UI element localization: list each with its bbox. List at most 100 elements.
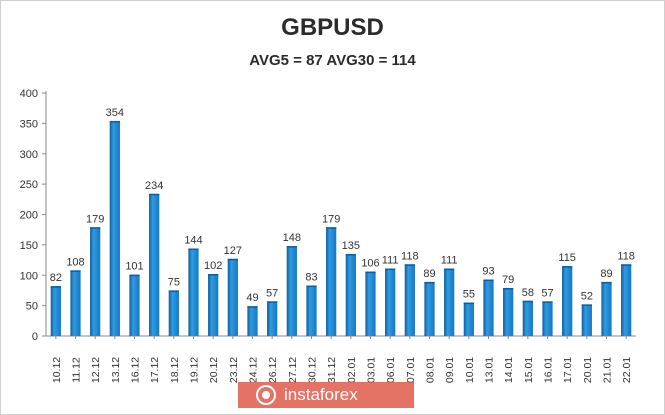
bar: [286, 246, 297, 336]
data-label: 118: [617, 250, 635, 262]
x-tick-label: 15.01: [523, 357, 535, 383]
bar: [70, 270, 81, 336]
x-tick-label: 22.01: [621, 357, 633, 383]
x-tick-label: 23.12: [228, 357, 240, 383]
bar: [424, 281, 435, 336]
chart-title: GBPUSD: [281, 14, 384, 41]
bar-top-edge: [247, 306, 258, 308]
chart-subtitle: AVG5 = 87 AVG30 = 114: [249, 52, 416, 69]
x-tick-label: 31.12: [326, 357, 338, 383]
bar: [208, 274, 219, 336]
bar: [562, 266, 573, 336]
bar-top-edge: [542, 301, 553, 303]
bar: [621, 264, 632, 336]
bar-top-edge: [129, 274, 140, 277]
data-label: 234: [145, 180, 163, 192]
bar: [503, 288, 514, 336]
x-tick-label: 02.01: [346, 357, 358, 383]
y-tick-label: 200: [20, 210, 38, 222]
x-tick-label: 09.01: [444, 357, 456, 383]
x-tick-label: 08.01: [425, 357, 437, 383]
bar-top-edge: [601, 281, 612, 284]
data-label: 49: [246, 292, 258, 304]
bar-top-edge: [503, 288, 514, 290]
y-tick-label: 100: [20, 270, 38, 282]
bar-top-edge: [208, 274, 219, 276]
brand-watermark: instaforex: [238, 382, 414, 408]
data-label: 144: [184, 235, 202, 247]
bar: [129, 274, 140, 336]
y-tick-label: 400: [20, 88, 38, 100]
data-label: 55: [463, 289, 475, 301]
data-label: 82: [50, 272, 62, 284]
data-label: 106: [361, 258, 379, 270]
data-label: 111: [441, 255, 458, 267]
data-label: 75: [168, 276, 180, 288]
bar: [50, 286, 61, 336]
x-tick-label: 17.01: [562, 357, 574, 383]
bar: [306, 285, 317, 336]
bar-top-edge: [267, 301, 278, 303]
bar-top-edge: [365, 271, 376, 274]
bar-top-edge: [345, 253, 356, 256]
bar-top-edge: [385, 268, 396, 271]
bar: [463, 302, 474, 336]
brand-name: instaforex: [284, 385, 358, 404]
bar: [581, 304, 592, 336]
bar: [522, 300, 533, 336]
bar-top-edge: [70, 270, 81, 272]
bar: [168, 290, 179, 336]
bar-top-edge: [444, 268, 455, 271]
x-tick-label: 10.01: [464, 357, 476, 383]
data-label: 58: [522, 287, 534, 299]
data-label: 93: [482, 266, 494, 278]
bar: [385, 268, 396, 336]
x-tick-label: 13.12: [110, 357, 122, 383]
x-tick-label: 17.12: [149, 357, 161, 383]
bar-top-edge: [581, 304, 592, 306]
x-tick-label: 07.01: [405, 357, 417, 383]
bar-top-edge: [227, 258, 238, 261]
bar-top-edge: [188, 248, 199, 251]
bar: [188, 248, 199, 336]
bar: [601, 281, 612, 336]
bar: [227, 258, 238, 336]
bar: [542, 301, 553, 336]
data-label: 89: [423, 268, 435, 280]
x-tick-label: 26.12: [267, 357, 279, 383]
x-tick-label: 19.12: [189, 357, 201, 383]
data-label: 79: [502, 274, 514, 286]
data-label: 108: [66, 256, 84, 268]
bar: [267, 301, 278, 336]
data-label: 148: [283, 232, 301, 244]
bar-top-edge: [483, 279, 494, 282]
y-tick-label: 250: [20, 179, 38, 191]
x-tick-label: 30.12: [307, 357, 319, 383]
x-tick-label: 11.12: [71, 357, 83, 383]
x-tick-label: 21.01: [602, 357, 614, 383]
x-tick-label: 20.01: [582, 357, 594, 383]
bar: [326, 227, 337, 336]
data-label: 101: [125, 261, 143, 273]
data-label: 354: [106, 107, 124, 119]
data-label: 135: [342, 240, 360, 252]
bar-top-edge: [562, 266, 573, 268]
x-tick-label: 27.12: [287, 357, 299, 383]
data-label: 57: [266, 287, 278, 299]
x-tick-label: 24.12: [248, 357, 260, 383]
data-label: 83: [305, 272, 317, 284]
bar-top-edge: [326, 227, 337, 229]
x-tick-label: 20.12: [208, 357, 220, 383]
bar: [109, 120, 120, 336]
data-label: 89: [600, 268, 612, 280]
data-label: 115: [558, 252, 576, 264]
bar-top-edge: [50, 286, 61, 288]
x-tick-label: 12.12: [90, 357, 102, 383]
instaforex-logo-icon: [256, 385, 276, 405]
data-label: 179: [322, 213, 340, 225]
bar: [444, 268, 455, 336]
bar-top-edge: [168, 290, 179, 292]
y-tick-label: 350: [20, 118, 38, 130]
data-label: 179: [86, 213, 104, 225]
